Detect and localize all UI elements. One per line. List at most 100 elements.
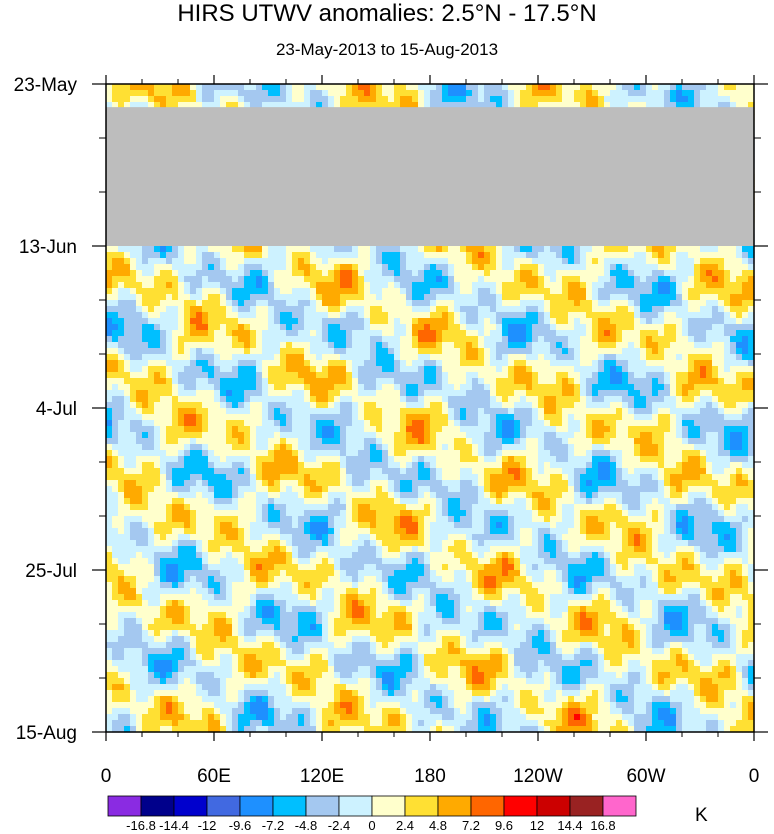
field-cell — [700, 294, 707, 301]
field-cell — [622, 90, 629, 97]
field-cell — [724, 84, 731, 91]
field-cell — [304, 330, 311, 337]
field-cell — [196, 300, 203, 307]
field-cell — [130, 252, 137, 259]
field-cell — [574, 306, 581, 313]
field-cell — [502, 84, 509, 91]
field-cell — [382, 84, 389, 91]
field-cell — [214, 300, 221, 307]
field-cell — [106, 330, 113, 337]
field-cell — [238, 288, 245, 295]
field-cell — [124, 264, 131, 271]
field-cell — [370, 90, 377, 97]
field-cell — [688, 90, 695, 97]
field-cell — [538, 96, 545, 103]
field-cell — [718, 90, 725, 97]
field-cell — [472, 300, 479, 307]
field-cell — [358, 84, 365, 91]
field-cell — [214, 252, 221, 259]
field-cell — [268, 252, 275, 259]
field-cell — [154, 354, 161, 361]
field-cell — [478, 318, 485, 325]
field-cell — [226, 348, 233, 355]
field-cell — [124, 90, 131, 97]
field-cell — [670, 300, 677, 307]
field-cell — [610, 264, 617, 271]
field-cell — [520, 258, 527, 265]
field-cell — [502, 294, 509, 301]
field-cell — [310, 288, 317, 295]
field-cell — [544, 330, 551, 337]
field-cell — [184, 258, 191, 265]
field-cell — [334, 102, 341, 109]
field-cell — [412, 102, 419, 109]
field-cell — [466, 96, 473, 103]
field-cell — [154, 276, 161, 283]
field-cell — [232, 354, 239, 361]
field-cell — [358, 336, 365, 343]
field-cell — [148, 288, 155, 295]
field-cell — [436, 312, 443, 319]
field-cell — [490, 276, 497, 283]
field-cell — [154, 270, 161, 277]
field-cell — [436, 294, 443, 301]
field-cell — [412, 246, 419, 253]
field-cell — [166, 270, 173, 277]
field-cell — [322, 300, 329, 307]
field-cell — [118, 312, 125, 319]
field-cell — [370, 336, 377, 343]
field-cell — [298, 276, 305, 283]
field-cell — [742, 312, 749, 319]
field-cell — [298, 324, 305, 331]
field-cell — [178, 282, 185, 289]
field-cell — [484, 348, 491, 355]
field-cell — [298, 330, 305, 337]
field-cell — [592, 300, 599, 307]
field-cell — [292, 84, 299, 91]
field-cell — [586, 288, 593, 295]
field-cell — [592, 270, 599, 277]
field-cell — [328, 318, 335, 325]
field-cell — [190, 354, 197, 361]
field-cell — [586, 312, 593, 319]
field-cell — [736, 306, 743, 313]
field-cell — [268, 342, 275, 349]
field-cell — [424, 336, 431, 343]
field-cell — [292, 354, 299, 361]
field-cell — [670, 270, 677, 277]
field-cell — [352, 354, 359, 361]
field-cell — [310, 102, 317, 109]
field-cell — [364, 306, 371, 313]
field-cell — [526, 96, 533, 103]
field-cell — [688, 252, 695, 259]
field-cell — [388, 264, 395, 271]
field-cell — [616, 348, 623, 355]
field-cell — [412, 294, 419, 301]
field-cell — [652, 246, 659, 253]
field-cell — [400, 294, 407, 301]
field-cell — [736, 282, 743, 289]
field-cell — [484, 252, 491, 259]
field-cell — [532, 246, 539, 253]
field-cell — [490, 252, 497, 259]
field-cell — [376, 318, 383, 325]
field-cell — [328, 264, 335, 271]
field-cell — [640, 84, 647, 91]
field-cell — [610, 84, 617, 91]
field-cell — [358, 270, 365, 277]
field-cell — [520, 318, 527, 325]
field-cell — [652, 264, 659, 271]
field-cell — [460, 300, 467, 307]
field-cell — [244, 270, 251, 277]
field-cell — [388, 324, 395, 331]
field-cell — [244, 102, 251, 109]
field-cell — [508, 306, 515, 313]
field-cell — [214, 102, 221, 109]
field-cell — [508, 354, 515, 361]
field-cell — [574, 330, 581, 337]
field-cell — [556, 318, 563, 325]
field-cell — [334, 336, 341, 343]
field-cell — [220, 252, 227, 259]
field-cell — [676, 90, 683, 97]
field-cell — [136, 246, 143, 253]
